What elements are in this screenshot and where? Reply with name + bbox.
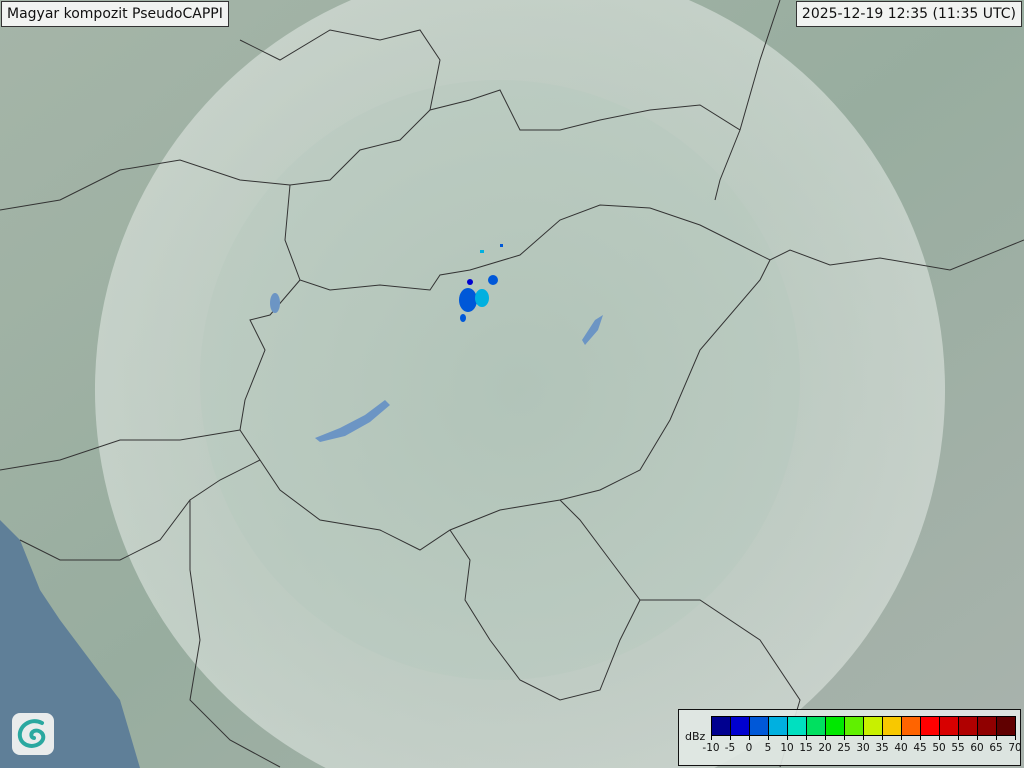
- adriatic-sea: [0, 520, 140, 768]
- tick-mark: [958, 735, 959, 740]
- echo: [480, 250, 484, 253]
- echo: [467, 279, 473, 285]
- color-cell: [750, 717, 769, 735]
- tick-label: -5: [724, 742, 736, 754]
- omsz-logo[interactable]: [12, 713, 54, 755]
- lake-tisza: [582, 315, 603, 345]
- legend-unit: dBz: [685, 730, 706, 743]
- tick-label: 40: [894, 742, 908, 754]
- scale-ticks: -10 -5 0 5 10 15 20 25 30 35 40 45 50 55 60 65 70: [702, 735, 1022, 759]
- tick-mark: [749, 735, 750, 740]
- tick-mark: [863, 735, 864, 740]
- tick-label: 70: [1008, 742, 1022, 754]
- tick-label: 0: [745, 742, 753, 754]
- tick-mark: [825, 735, 826, 740]
- timestamp: 2025-12-19 12:35 (11:35 UTC): [795, 1, 1022, 27]
- lake-balaton: [315, 400, 390, 442]
- color-cell: [788, 717, 807, 735]
- color-cell: [731, 717, 750, 735]
- tick-mark: [1015, 735, 1016, 740]
- tick-mark: [806, 735, 807, 740]
- dbz-legend: dBz -10 -5 0 5 10 15 20 25 30 35 40 45 50 55 60 65 70: [678, 709, 1022, 766]
- color-cell: [845, 717, 864, 735]
- tick-label: 15: [799, 742, 813, 754]
- tick-mark: [996, 735, 997, 740]
- echo: [475, 289, 489, 307]
- tick-label: 10: [780, 742, 794, 754]
- tick-label: 35: [875, 742, 889, 754]
- tick-mark: [768, 735, 769, 740]
- color-cell: [940, 717, 959, 735]
- color-cell: [826, 717, 845, 735]
- radar-coverage-inner: [200, 80, 800, 680]
- tick-mark: [730, 735, 731, 740]
- tick-label: 5: [764, 742, 772, 754]
- tick-mark: [920, 735, 921, 740]
- radar-coverage-outer: [94, 0, 946, 768]
- tick-label: 25: [837, 742, 851, 754]
- color-cell: [959, 717, 978, 735]
- tick-mark: [844, 735, 845, 740]
- color-cell: [997, 717, 1015, 735]
- color-cell: [807, 717, 826, 735]
- color-cell: [769, 717, 788, 735]
- color-cell: [883, 717, 902, 735]
- tick-label: 60: [970, 742, 984, 754]
- color-scale: [711, 716, 1016, 736]
- color-cell: [978, 717, 997, 735]
- tick-mark: [882, 735, 883, 740]
- echo: [488, 275, 498, 285]
- tick-mark: [711, 735, 712, 740]
- tick-label: 55: [951, 742, 965, 754]
- tick-mark: [787, 735, 788, 740]
- tick-label: 65: [989, 742, 1003, 754]
- swirl-icon: [17, 719, 46, 748]
- product-title: Magyar kompozit PseudoCAPPI: [1, 1, 229, 27]
- echo: [459, 288, 477, 312]
- echo: [460, 314, 466, 322]
- color-cell: [712, 717, 731, 735]
- tick-label: -10: [702, 742, 720, 754]
- color-cell: [902, 717, 921, 735]
- tick-label: 45: [913, 742, 927, 754]
- color-cell: [921, 717, 940, 735]
- tick-label: 20: [818, 742, 832, 754]
- tick-mark: [977, 735, 978, 740]
- color-cell: [864, 717, 883, 735]
- tick-mark: [901, 735, 902, 740]
- tick-mark: [939, 735, 940, 740]
- lakes: [270, 293, 603, 442]
- lake-neusiedl: [270, 293, 280, 313]
- echo: [500, 244, 503, 247]
- tick-label: 50: [932, 742, 946, 754]
- tick-label: 30: [856, 742, 870, 754]
- radar-echoes: [459, 244, 503, 322]
